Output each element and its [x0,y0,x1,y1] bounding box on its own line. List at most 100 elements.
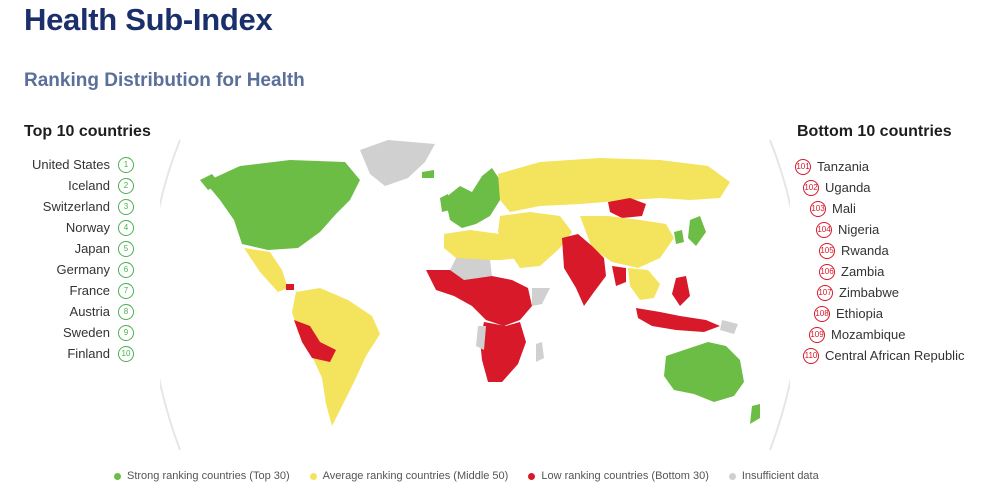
bottom10-item: 107 Zimbabwe [817,282,1000,303]
legend-label: Insufficient data [741,470,819,482]
rank-badge: 1 [118,156,134,173]
country-name: Sweden [63,325,110,340]
world-map [149,120,801,460]
bottom10-heading: Bottom 10 countries [797,123,952,140]
bottom10-item: 101 Tanzania [795,156,995,177]
region-southern-africa [480,322,526,382]
top10-item: Switzerland 3 [20,196,134,217]
country-name: Zambia [841,264,885,279]
top10-item: Germany 6 [20,259,134,280]
region-south-america [292,288,380,426]
top10-item: United States 1 [20,154,134,175]
rank-badge: 104 [816,221,832,238]
region-north-africa [444,230,522,260]
country-name: Zimbabwe [839,285,899,300]
country-name: Mali [832,201,856,216]
region-philippines [672,276,690,306]
region-russia [498,158,730,212]
region-sahara [450,258,492,280]
country-name: Japan [74,241,110,256]
page-title: Health Sub-Index [24,2,273,37]
bottom10-item: 106 Zambia [819,261,1000,282]
region-australia [664,342,744,402]
country-name: Uganda [825,180,871,195]
country-name: Austria [69,304,110,319]
map-legend: Strong ranking countries (Top 30) Averag… [114,470,839,482]
region-indonesia [636,308,720,332]
region-horn-africa [532,288,550,306]
bottom10-item: 103 Mali [810,198,1000,219]
region-europe [445,168,500,228]
top10-item: Norway 4 [20,217,134,238]
region-mongolia [608,198,646,218]
country-name: Ethiopia [836,306,883,321]
region-alaska [200,174,220,190]
country-name: Iceland [68,178,110,193]
country-name: Nigeria [838,222,880,237]
country-name: Germany [56,262,110,277]
legend-item-insufficient: Insufficient data [728,470,819,482]
rank-badge: 102 [803,179,819,196]
region-central-africa [426,270,532,326]
region-north-america [205,160,360,250]
region-se-asia [628,268,660,300]
top10-heading: Top 10 countries [24,123,151,140]
bottom10-item: 109 Mozambique [809,324,1000,345]
country-name: Central African Republic [825,348,965,363]
legend-item-average: Average ranking countries (Middle 50) [309,470,509,482]
bottom10-list: 101 Tanzania 102 Uganda 103 Mali 104 Nigeria… [795,156,995,366]
region-china [580,216,674,268]
legend-swatch [528,472,536,480]
top10-list: United States 1 Iceland 2 Switzerland 3 Nor… [20,154,134,364]
region-mexico [244,248,288,292]
legend-swatch [309,472,317,480]
rank-badge: 9 [118,324,134,341]
region-iceland [422,170,434,178]
legend-item-strong: Strong ranking countries (Top 30) [114,470,290,482]
bottom10-item: 104 Nigeria [816,219,1000,240]
rank-badge: 108 [814,305,830,322]
globe-arc-right [769,139,801,451]
rank-badge: 106 [819,263,835,280]
legend-label: Strong ranking countries (Top 30) [127,470,290,482]
rank-badge: 105 [819,242,835,259]
rank-badge: 3 [118,198,134,215]
region-papua [720,320,738,334]
legend-swatch [114,472,121,480]
region-india [562,234,606,306]
rank-badge: 5 [118,240,134,257]
region-japan [688,216,706,246]
rank-badge: 6 [118,261,134,278]
country-name: United States [31,157,110,172]
region-myanmar [612,266,626,286]
legend-label: Average ranking countries (Middle 50) [322,470,509,482]
globe-arc-left [149,139,181,451]
country-name: Tanzania [817,159,870,174]
rank-badge: 110 [803,347,819,364]
rank-badge: 101 [795,158,811,175]
country-name: Norway [65,220,110,235]
region-korea [674,230,684,244]
rank-badge: 107 [817,284,833,301]
country-name: Switzerland [42,199,110,214]
legend-label: Low ranking countries (Bottom 30) [541,470,709,482]
region-peru-bolivia [294,320,336,362]
region-new-zealand [750,404,760,424]
top10-item: Austria 8 [20,301,134,322]
bottom10-item: 105 Rwanda [819,240,1000,261]
rank-badge: 10 [118,345,134,362]
rank-badge: 4 [118,219,134,236]
top10-item: Sweden 9 [20,322,134,343]
region-madagascar [536,342,544,362]
rank-badge: 8 [118,303,134,320]
top10-item: France 7 [20,280,134,301]
region-greenland [360,140,435,186]
country-name: France [69,283,110,298]
rank-badge: 7 [118,282,134,299]
region-caribbean [286,284,294,290]
region-uk [440,194,450,212]
bottom10-item: 108 Ethiopia [814,303,1000,324]
bottom10-item: 110 Central African Republic [803,345,1000,366]
top10-item: Finland 10 [20,343,134,364]
top10-item: Iceland 2 [20,175,134,196]
